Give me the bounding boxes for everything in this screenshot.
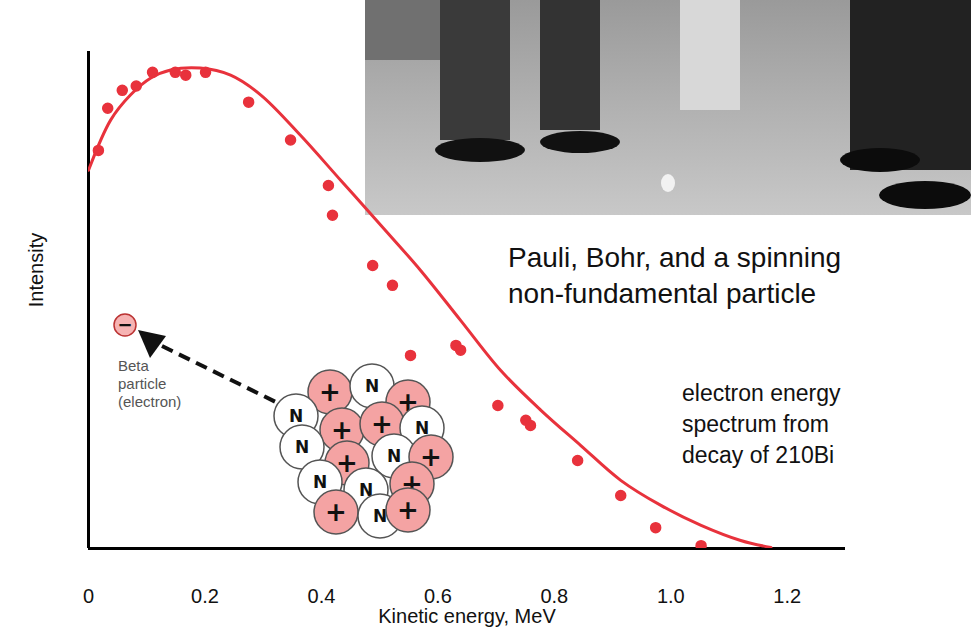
svg-text:N: N [365, 376, 379, 396]
html-text:(electron): (electron) [118, 393, 182, 410]
html-text:electron energy: electron energy [682, 380, 841, 406]
svg-text:N: N [414, 418, 430, 438]
html-text:Intensity: Intensity [24, 232, 47, 308]
svg-text:1.2: 1.2 [773, 585, 801, 607]
svg-text:N: N [387, 446, 401, 466]
html-text:Beta: Beta [118, 357, 149, 374]
svg-text:Kinetic energy, MeV: Kinetic energy, MeV [378, 605, 556, 627]
html-text:spectrum from: spectrum from [682, 411, 829, 437]
html-text:non-fundamental particle: non-fundamental particle [508, 278, 817, 309]
svg-text:N: N [295, 437, 309, 457]
svg-text:0.6: 0.6 [424, 585, 452, 607]
html-text:particle: particle [118, 375, 167, 392]
svg-text:+: + [325, 497, 347, 527]
svg-text:0.8: 0.8 [540, 585, 568, 607]
svg-text:1.0: 1.0 [657, 585, 685, 607]
svg-text:0.2: 0.2 [191, 585, 219, 607]
svg-text:−: − [117, 314, 132, 335]
svg-text:N: N [358, 480, 374, 500]
svg-text:N: N [289, 406, 303, 426]
html-text:decay of 210Bi: decay of 210Bi [682, 442, 835, 468]
svg-text:N: N [373, 506, 387, 526]
svg-text:N: N [313, 472, 327, 492]
svg-text:+: + [397, 495, 419, 525]
svg-text:0.4: 0.4 [308, 585, 336, 607]
svg-text:0: 0 [83, 585, 94, 607]
html-text:Pauli, Bohr, and a spinning: Pauli, Bohr, and a spinning [508, 242, 842, 273]
svg-text:+: + [319, 377, 341, 407]
